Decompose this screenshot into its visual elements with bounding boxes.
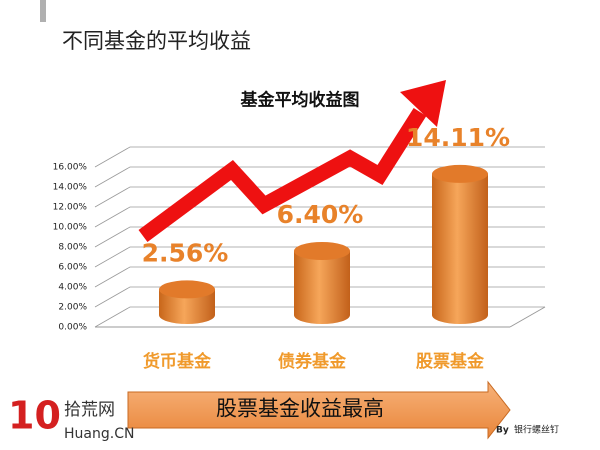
credit-author: 银行螺丝钉 [514, 424, 559, 436]
y-tick-label: 2.00% [58, 303, 87, 313]
grid-line [94, 266, 545, 288]
grid-line [94, 166, 545, 188]
bar [159, 280, 215, 324]
y-tick-label: 10.00% [53, 223, 88, 233]
grid-line [94, 246, 545, 268]
bar-body [432, 173, 488, 324]
banner-text: 股票基金收益最高 [216, 397, 384, 421]
axis-line [509, 306, 546, 328]
y-tick-label: 14.00% [53, 183, 88, 193]
y-tick-label: 6.00% [58, 263, 87, 273]
grid-line [94, 226, 545, 248]
x-tick-label: 货币基金 [143, 351, 212, 372]
banner-arrow [127, 380, 511, 440]
credit-by: By [496, 426, 509, 436]
y-tick-label: 12.00% [53, 203, 88, 213]
value-label: 2.56% [142, 238, 229, 267]
bar-top [159, 280, 215, 299]
y-tick-label: 0.00% [58, 323, 87, 333]
bar-top [294, 242, 350, 260]
bar [432, 164, 488, 324]
bar-body [159, 289, 215, 324]
chart-title: 基金平均收益图 [240, 90, 360, 111]
grid-line [94, 286, 545, 308]
bar-top [432, 164, 488, 183]
logo-number: 10 [8, 394, 61, 438]
bar [294, 242, 350, 324]
value-label: 6.40% [277, 200, 364, 229]
accent-bar [40, 0, 46, 22]
value-label: 14.11% [406, 123, 510, 152]
grid-line [94, 146, 545, 168]
y-tick-label: 16.00% [53, 163, 88, 173]
x-tick-label: 股票基金 [416, 351, 485, 372]
y-tick-label: 4.00% [58, 283, 87, 293]
grid-line [94, 306, 545, 328]
slide-title: 不同基金的平均收益 [62, 29, 251, 53]
bar-body [294, 251, 350, 324]
trend-arrow [138, 80, 446, 243]
grid-line [94, 206, 545, 228]
x-tick-label: 债券基金 [278, 351, 347, 372]
logo-site: Huang.CN [64, 426, 134, 442]
logo-name: 拾荒网 [64, 400, 115, 420]
grid-line [94, 186, 545, 208]
y-tick-label: 8.00% [58, 243, 87, 253]
